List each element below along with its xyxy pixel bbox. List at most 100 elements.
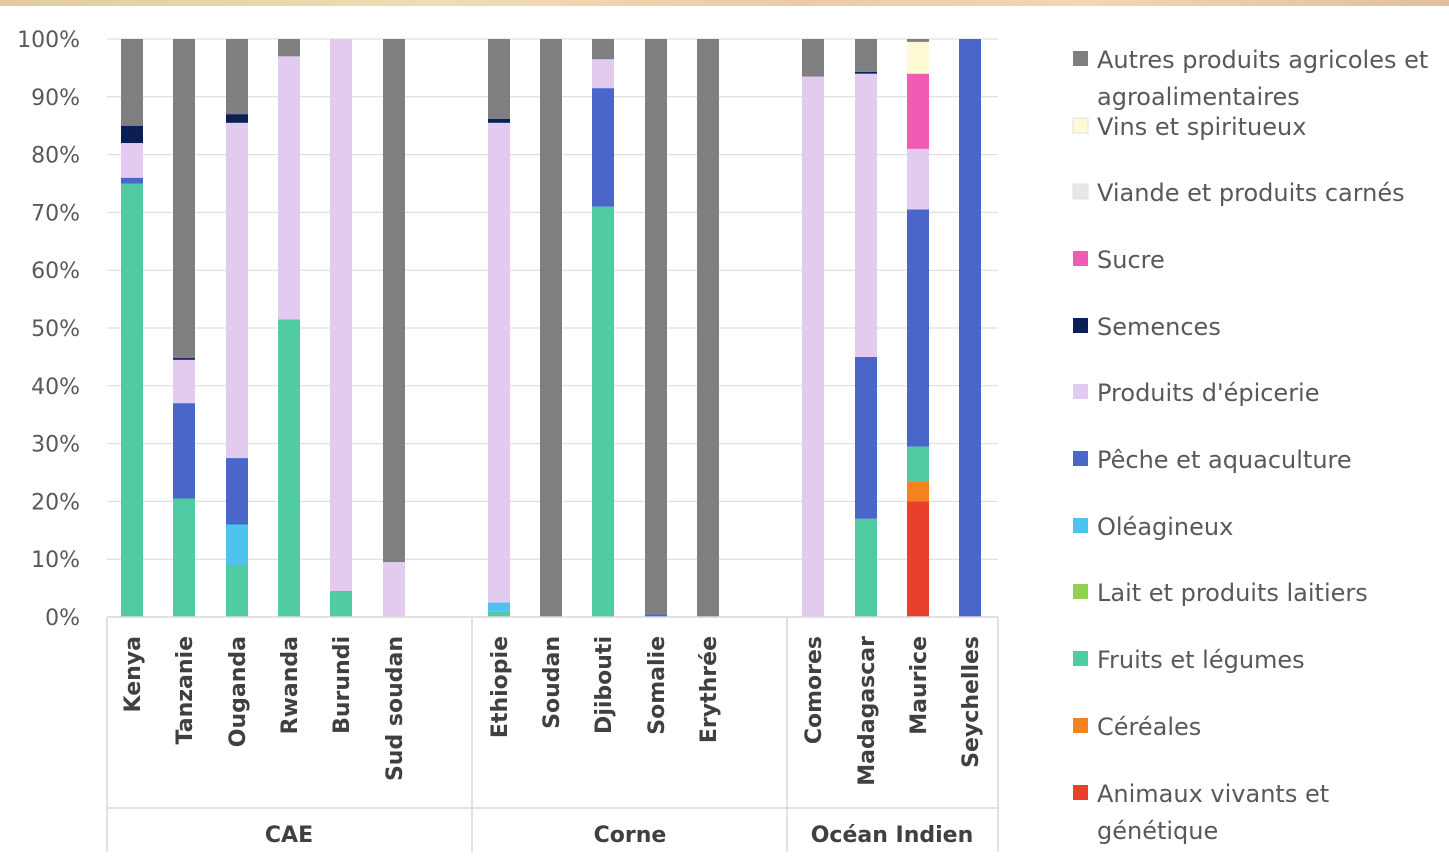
bar-segment-somalie-peche-et-aquaculture	[645, 614, 667, 617]
bar-segment-burundi-fruits-et-legumes	[330, 590, 352, 617]
bar-segment-tanzanie-fruits-et-legumes	[173, 498, 195, 617]
bar-segment-maurice-animaux-vivants-et-genetique	[907, 501, 929, 617]
legend-label-peche-et-aquaculture: Pêche et aquaculture	[1097, 446, 1352, 474]
bar-segment-rwanda-autres-produits-agricoles-et-agroalimentaires	[278, 39, 300, 57]
y-tick-label: 30%	[31, 433, 80, 458]
group-label-ocean-indien: Océan Indien	[811, 823, 974, 848]
legend-swatch-lait-et-produits-laitiers	[1073, 584, 1088, 599]
y-tick-label: 0%	[45, 606, 80, 631]
bar-segment-ouganda-produits-d-epicerie	[226, 122, 248, 459]
legend-swatch-peche-et-aquaculture	[1073, 451, 1088, 466]
legend-label-animaux-vivants-et-genetique: génétique	[1097, 817, 1218, 845]
bar-segment-djibouti-fruits-et-legumes	[592, 206, 614, 617]
legend-swatch-oleagineux	[1073, 518, 1088, 533]
x-tick-label-comores: Comores	[802, 636, 827, 744]
bar-segment-rwanda-produits-d-epicerie	[278, 56, 300, 320]
x-tick-label-soudan: Soudan	[540, 636, 565, 729]
bar-segment-maurice-autres-produits-agricoles-et-agroalimentaires	[907, 39, 929, 42]
legend-swatch-autres-produits-agricoles-et-agroalimentaires	[1073, 51, 1088, 66]
bar-segment-kenya-autres-produits-agricoles-et-agroalimentaires	[121, 39, 143, 126]
bar-segment-maurice-peche-et-aquaculture	[907, 209, 929, 447]
legend-swatch-produits-d-epicerie	[1073, 384, 1088, 399]
bar-segment-somalie-autres-produits-agricoles-et-agroalimentaires	[645, 39, 667, 615]
bar-segment-ethiopie-semences	[488, 118, 510, 123]
bar-segment-soudan-autres-produits-agricoles-et-agroalimentaires	[540, 39, 562, 617]
bar-segment-ethiopie-oleagineux	[488, 602, 510, 612]
bar-segment-maurice-vins-et-spiritueux	[907, 41, 929, 74]
y-tick-label: 60%	[31, 259, 80, 284]
bar-segment-tanzanie-autres-produits-agricoles-et-agroalimentaires	[173, 39, 195, 359]
bar-segment-erythree-autres-produits-agricoles-et-agroalimentaires	[697, 39, 719, 617]
bar-segment-seychelles-peche-et-aquaculture	[959, 39, 981, 617]
legend-swatch-vins-et-spiritueux	[1072, 117, 1089, 134]
x-tick-label-ethiopie: Ethiopie	[488, 636, 513, 738]
bar-segment-ethiopie-produits-d-epicerie	[488, 122, 510, 603]
legend-label-lait-et-produits-laitiers: Lait et produits laitiers	[1097, 579, 1368, 607]
group-label-cae: CAE	[265, 823, 313, 848]
bar-segment-ouganda-autres-produits-agricoles-et-agroalimentaires	[226, 39, 248, 115]
legend-swatch-semences	[1073, 318, 1088, 333]
bar-segment-comores-autres-produits-agricoles-et-agroalimentaires	[802, 39, 824, 77]
bars	[121, 39, 981, 617]
bar-segment-maurice-produits-d-epicerie	[907, 148, 929, 210]
bar-segment-madagascar-produits-d-epicerie	[855, 73, 877, 357]
legend-swatch-fruits-et-legumes	[1073, 651, 1088, 666]
x-tick-label-sud-soudan: Sud soudan	[383, 636, 408, 781]
y-tick-label: 10%	[31, 548, 80, 573]
bar-segment-kenya-fruits-et-legumes	[121, 183, 143, 617]
axes: 0% 10% 20% 30% 40% 50% 60% 70% 80% 90% 100% Kenya Ta…	[17, 28, 999, 852]
bar-segment-madagascar-fruits-et-legumes	[855, 518, 877, 617]
x-tick-label-ouganda: Ouganda	[226, 636, 251, 747]
y-tick-label: 70%	[31, 201, 80, 226]
legend-swatch-viande-et-produits-carnes	[1072, 183, 1089, 200]
bar-segment-tanzanie-peche-et-aquaculture	[173, 403, 195, 499]
x-tick-label-tanzanie: Tanzanie	[173, 636, 198, 744]
legend-swatch-animaux-vivants-et-genetique	[1073, 785, 1088, 800]
bar-segment-djibouti-peche-et-aquaculture	[592, 88, 614, 207]
y-tick-label: 50%	[31, 317, 80, 342]
legend-swatch-sucre	[1073, 251, 1088, 266]
y-tick-label: 40%	[31, 375, 80, 400]
x-tick-label-somalie: Somalie	[645, 636, 670, 735]
bar-segment-djibouti-produits-d-epicerie	[592, 59, 614, 89]
bar-segment-sud-soudan-autres-produits-agricoles-et-agroalimentaires	[383, 39, 405, 563]
legend-label-sucre: Sucre	[1097, 246, 1165, 274]
bar-segment-kenya-semences	[121, 125, 143, 144]
bar-segment-kenya-produits-d-epicerie	[121, 143, 143, 178]
bar-segment-kenya-peche-et-aquaculture	[121, 177, 143, 184]
bar-segment-sud-soudan-produits-d-epicerie	[383, 562, 405, 617]
legend-label-animaux-vivants-et-genetique: Animaux vivants et	[1097, 780, 1329, 808]
bar-segment-madagascar-peche-et-aquaculture	[855, 356, 877, 519]
decorative-top-strip	[0, 0, 1449, 6]
x-tick-label-erythree: Erythrée	[697, 636, 722, 743]
x-tick-label-djibouti: Djibouti	[592, 636, 617, 734]
y-tick-label: 80%	[31, 144, 80, 169]
legend-label-cereales: Céréales	[1097, 713, 1201, 741]
legend-label-viande-et-produits-carnes: Viande et produits carnés	[1097, 179, 1405, 207]
bar-segment-ouganda-semences	[226, 114, 248, 123]
legend-label-produits-d-epicerie: Produits d'épicerie	[1097, 379, 1320, 407]
bar-segment-burundi-produits-d-epicerie	[330, 39, 352, 591]
legend-label-oleagineux: Oléagineux	[1097, 513, 1233, 541]
bar-segment-madagascar-semences	[855, 71, 877, 74]
bar-segment-rwanda-fruits-et-legumes	[278, 319, 300, 617]
x-tick-label-kenya: Kenya	[121, 636, 146, 712]
y-tick-label: 100%	[17, 28, 80, 53]
legend-label-autres-produits-agricoles-et-agroalimentaires: Autres produits agricoles et	[1097, 46, 1428, 74]
y-tick-label: 90%	[31, 86, 80, 111]
legend-swatch-cereales	[1073, 718, 1088, 733]
x-tick-label-rwanda: Rwanda	[278, 636, 303, 734]
legend-label-semences: Semences	[1097, 313, 1221, 341]
bar-segment-comores-produits-d-epicerie	[802, 76, 824, 617]
legend-label-fruits-et-legumes: Fruits et légumes	[1097, 646, 1305, 674]
bar-segment-ouganda-fruits-et-legumes	[226, 564, 248, 617]
legend: Autres produits agricoles et agroalimenta…	[1072, 46, 1428, 845]
bar-segment-maurice-fruits-et-legumes	[907, 446, 929, 482]
x-tick-label-madagascar: Madagascar	[855, 636, 880, 786]
x-tick-label-maurice: Maurice	[907, 636, 932, 735]
bar-segment-maurice-sucre	[907, 73, 929, 149]
bar-segment-djibouti-autres-produits-agricoles-et-agroalimentaires	[592, 39, 614, 60]
x-tick-label-seychelles: Seychelles	[959, 636, 984, 768]
